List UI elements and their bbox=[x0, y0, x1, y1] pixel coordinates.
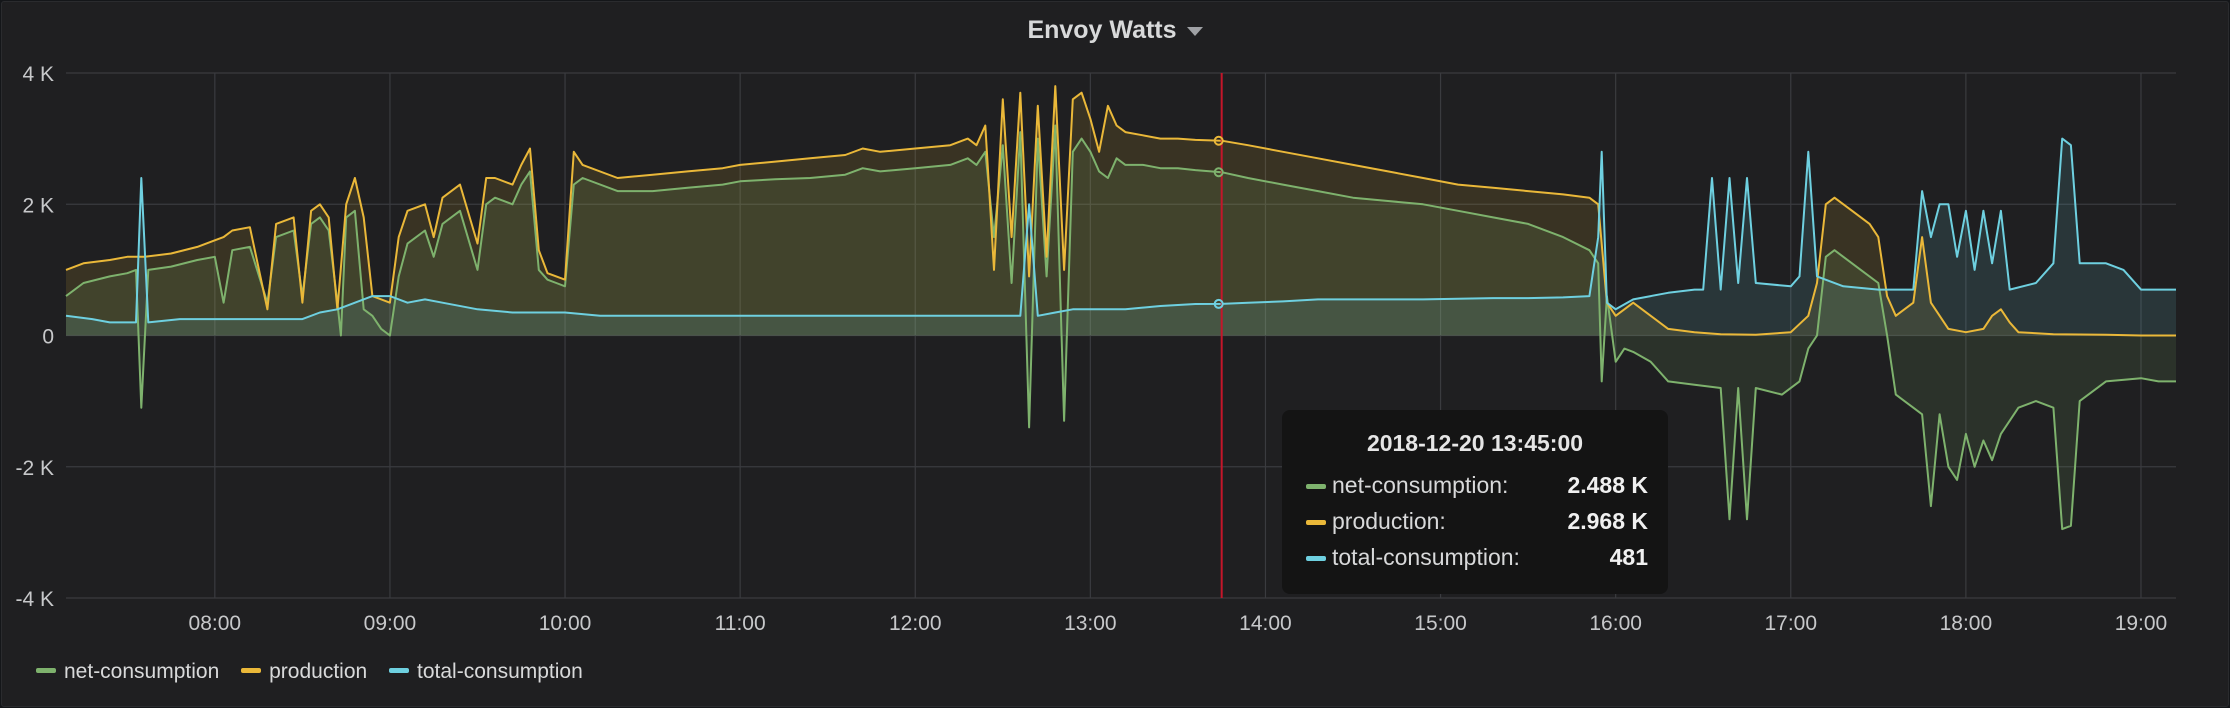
y-tick-label: 0 bbox=[42, 326, 54, 349]
legend-item-total-consumption[interactable]: total-consumption bbox=[389, 660, 583, 684]
legend-swatch[interactable] bbox=[36, 667, 56, 673]
series-lines bbox=[65, 85, 2176, 531]
y-tick-label: -4 K bbox=[15, 588, 54, 611]
x-tick-label: 08:00 bbox=[189, 612, 242, 635]
y-tick-label: 4 K bbox=[22, 63, 54, 86]
series-fill-production bbox=[66, 86, 2176, 336]
legend-swatch[interactable] bbox=[241, 667, 262, 673]
cursor-point-net-consumption bbox=[1213, 167, 1224, 178]
series-line-total-consumption bbox=[65, 137, 2176, 324]
legend-label[interactable]: total-consumption bbox=[417, 660, 583, 683]
hover-cursor bbox=[1213, 73, 1224, 598]
x-tick-label: 12:00 bbox=[889, 612, 942, 635]
y-tick-label: 2 K bbox=[22, 194, 54, 217]
cursor-point-total-consumption bbox=[1213, 298, 1224, 309]
tooltip-time: 2018-12-20 13:45:00 bbox=[1366, 430, 1584, 456]
tooltip-row-production: production: 2.968 K bbox=[1282, 505, 1668, 541]
series-fill-total-consumption bbox=[66, 138, 2176, 336]
x-tick-label: 09:00 bbox=[364, 612, 417, 635]
legend-swatch[interactable] bbox=[389, 667, 410, 673]
x-tick-label: 15:00 bbox=[1414, 612, 1467, 635]
tooltip-series-name: net-consumption: bbox=[1332, 472, 1509, 498]
caret-down-icon[interactable] bbox=[1186, 26, 1203, 36]
x-tick-label: 11:00 bbox=[715, 612, 766, 635]
series-swatch bbox=[1306, 556, 1326, 561]
x-tick-label: 17:00 bbox=[1764, 612, 1817, 635]
legend-label[interactable]: production bbox=[269, 660, 368, 683]
tooltip-series-name: production: bbox=[1332, 508, 1446, 534]
series-swatch bbox=[1306, 520, 1326, 525]
x-tick-label: 19:00 bbox=[2115, 612, 2168, 635]
cursor-point-production bbox=[1213, 135, 1224, 146]
x-tick-label: 18:00 bbox=[1940, 612, 1993, 635]
series-line-net-consumption bbox=[65, 124, 2176, 531]
y-tick-label: -2 K bbox=[15, 457, 54, 480]
series-line-production bbox=[65, 85, 2176, 337]
series-fill-net-consumption bbox=[66, 125, 2176, 530]
legend-item-production[interactable]: production bbox=[241, 660, 367, 684]
y-axis-labels: 4 K 2 K 0 -2 K -4 K bbox=[15, 63, 54, 611]
legend-item-net-consumption[interactable]: net-consumption bbox=[36, 660, 219, 684]
x-tick-label: 16:00 bbox=[1589, 612, 1642, 635]
legend-label[interactable]: net-consumption bbox=[64, 660, 220, 683]
series-fills bbox=[66, 86, 2176, 530]
panel-title-text[interactable]: Envoy Watts bbox=[1027, 16, 1177, 44]
tooltip-series-value: 2.968 K bbox=[1567, 508, 1648, 534]
x-tick-label: 10:00 bbox=[539, 612, 592, 635]
tooltip-row-total-consumption: total-consumption: 481 bbox=[1282, 541, 1668, 577]
tooltip-series-value: 481 bbox=[1609, 544, 1648, 570]
x-axis-labels: 08:00 09:00 10:00 11:00 12:00 13:00 14:00 15:00… bbox=[189, 612, 2168, 635]
legend: net-consumption production total-consump… bbox=[36, 660, 599, 684]
series-swatch bbox=[1306, 484, 1326, 489]
tooltip-row-net-consumption: net-consumption: 2.488 K bbox=[1282, 469, 1668, 505]
tooltip-series-value: 2.488 K bbox=[1567, 472, 1648, 498]
tooltip-series-name: total-consumption: bbox=[1332, 544, 1520, 570]
x-tick-label: 13:00 bbox=[1064, 612, 1117, 635]
panel-title[interactable]: Envoy Watts bbox=[2, 16, 2228, 45]
hover-tooltip: 2018-12-20 13:45:00 net-consumption: 2.4… bbox=[1282, 410, 1668, 594]
grid bbox=[66, 72, 2176, 599]
x-tick-label: 14:00 bbox=[1239, 612, 1292, 635]
